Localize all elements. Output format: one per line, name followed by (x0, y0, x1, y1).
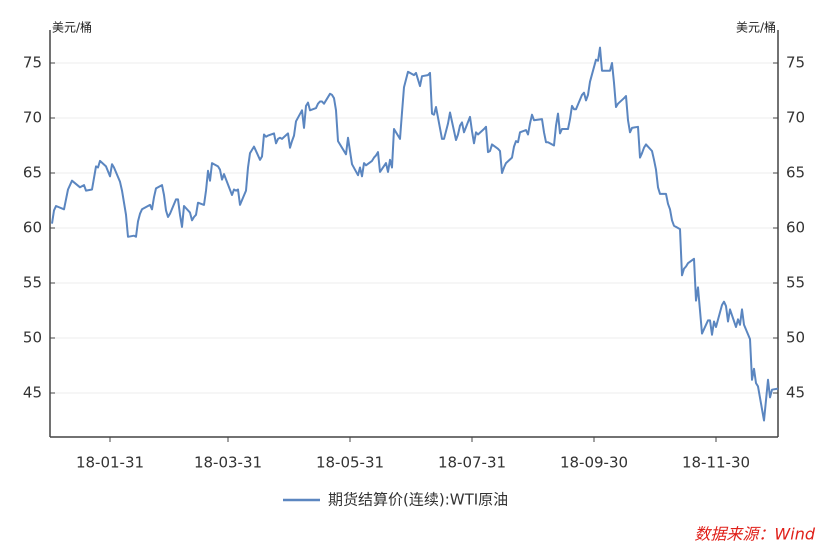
x-tick-label: 18-07-31 (438, 454, 506, 472)
x-tick-label: 18-05-31 (316, 454, 384, 472)
y-tick-label: 60 (23, 219, 42, 237)
series-line (51, 46, 779, 422)
y2-tick-label: 65 (786, 164, 805, 182)
legend-label: 期货结算价(连续):WTI原油 (328, 491, 508, 509)
y-tick-label: 65 (23, 164, 42, 182)
y2-tick-label: 55 (786, 274, 805, 292)
y2-tick-label: 75 (786, 54, 805, 72)
y2-tick-label: 60 (786, 219, 805, 237)
y-tick-label: 70 (23, 109, 42, 127)
y-tick-label: 45 (23, 384, 42, 402)
x-tick-label: 18-09-30 (560, 454, 628, 472)
y-tick-label: 55 (23, 274, 42, 292)
y2-tick-label: 45 (786, 384, 805, 402)
y-tick-label: 75 (23, 54, 42, 72)
x-tick-label: 18-01-31 (76, 454, 144, 472)
y2-tick-label: 70 (786, 109, 805, 127)
x-tick-label: 18-03-31 (194, 454, 262, 472)
y2-tick-label: 50 (786, 329, 805, 347)
y-tick-label: 50 (23, 329, 42, 347)
y2-axis-label: 美元/桶 (736, 20, 776, 35)
x-tick-label: 18-11-30 (682, 454, 750, 472)
y-axis-label: 美元/桶 (52, 20, 92, 35)
source-note: 数据来源：Wind (694, 525, 815, 544)
